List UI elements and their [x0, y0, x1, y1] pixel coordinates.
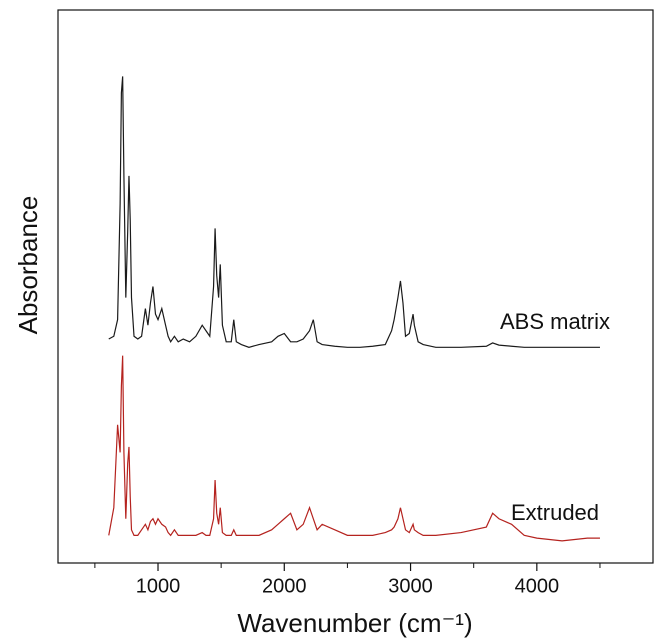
series-label: ABS matrix	[500, 309, 610, 334]
x-tick-label: 4000	[515, 575, 560, 597]
x-tick-label: 2000	[262, 575, 307, 597]
plot-frame	[57, 9, 654, 564]
y-axis-label: Absorbance	[13, 196, 43, 335]
x-axis-label: Wavenumber (cm⁻¹)	[237, 608, 472, 638]
x-tick-label: 3000	[388, 575, 433, 597]
x-tick-label: 1000	[136, 575, 181, 597]
spectrum-line	[108, 355, 600, 542]
series-label: Extruded	[511, 500, 599, 525]
spectrum-line	[108, 76, 600, 348]
